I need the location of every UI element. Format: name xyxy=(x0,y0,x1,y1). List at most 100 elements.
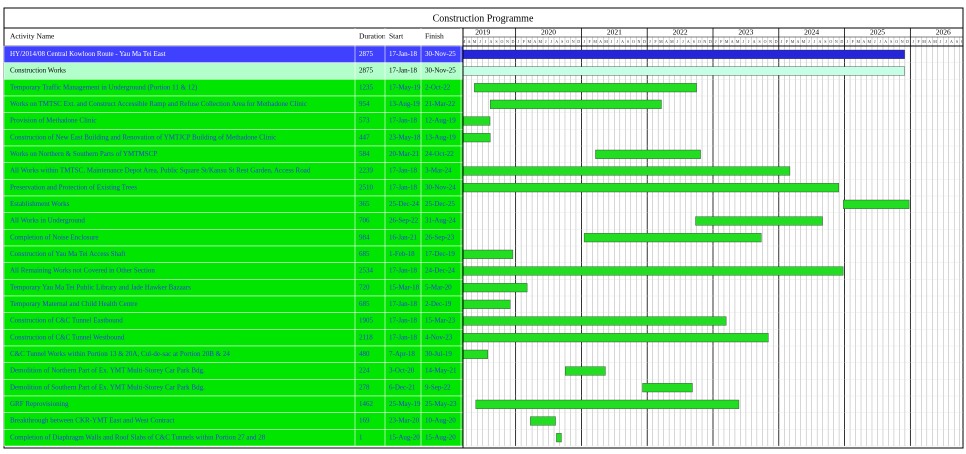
month-label: O xyxy=(566,39,569,44)
month-label: N xyxy=(901,39,904,44)
year-label: 2025 xyxy=(870,28,885,37)
month-label: J xyxy=(479,39,481,44)
month-label: F xyxy=(852,39,855,44)
cell-name: Works on Northern & Southern Parts of YM… xyxy=(10,150,157,158)
month-label: J xyxy=(874,39,876,44)
month-label: A xyxy=(621,39,624,44)
month-label: A xyxy=(490,39,493,44)
task-bar xyxy=(463,349,488,359)
cell-finish: 15-Mar-23 xyxy=(425,317,456,325)
cell-start: 15-Aug-20 xyxy=(389,433,420,441)
cell-start: 16-Jan-21 xyxy=(389,233,417,241)
month-label: J xyxy=(677,39,679,44)
cell-duration: 720 xyxy=(359,283,370,291)
year-label: 2023 xyxy=(738,28,753,37)
cell-finish: 31-Aug-24 xyxy=(425,217,456,225)
month-label: N xyxy=(572,39,575,44)
month-label: N xyxy=(506,39,509,44)
cell-duration: 2875 xyxy=(359,50,374,58)
month-label: S xyxy=(758,39,760,44)
cell-start: 13-Aug-19 xyxy=(389,100,420,108)
cell-start: 17-Jan-18 xyxy=(389,167,417,175)
month-label: A xyxy=(818,39,821,44)
cell-duration: 954 xyxy=(359,100,370,108)
month-label: A xyxy=(687,39,690,44)
cell-duration: 573 xyxy=(359,117,370,125)
cell-name: HY/2014/08 Central Kowloon Route - Yau M… xyxy=(10,50,166,58)
month-label: A xyxy=(862,39,865,44)
cell-duration: 2118 xyxy=(359,333,373,341)
month-label: A xyxy=(665,39,668,44)
task-bar xyxy=(463,249,514,259)
month-label: J xyxy=(545,39,547,44)
cell-duration: 984 xyxy=(359,233,370,241)
cell-name: Provision of Methadone Clinic xyxy=(10,117,97,125)
month-label: D xyxy=(511,39,514,44)
month-label: M xyxy=(933,39,937,44)
month-label: F xyxy=(523,39,526,44)
month-label: D xyxy=(643,39,646,44)
month-label: D xyxy=(775,39,778,44)
cell-name: Temporary Maternal and Child Health Cent… xyxy=(10,300,138,308)
month-label: J xyxy=(748,39,750,44)
cell-name: Construction of New East Building and Re… xyxy=(10,133,276,141)
task-bar xyxy=(695,216,823,226)
task-bar xyxy=(474,83,697,93)
cell-start: 17-Jan-18 xyxy=(389,317,417,325)
cell-start: 17-Jan-18 xyxy=(389,50,417,58)
year-label: 2020 xyxy=(541,28,556,37)
cell-start: 17-Jan-18 xyxy=(389,67,417,75)
cell-name: Construction Works xyxy=(10,67,66,75)
cell-finish: 2-Dec-19 xyxy=(425,300,452,308)
month-label: J xyxy=(649,39,651,44)
cell-finish: 30-Nov-25 xyxy=(425,67,456,75)
month-label: M xyxy=(857,39,861,44)
month-label: S xyxy=(693,39,695,44)
month-label: O xyxy=(500,39,503,44)
cell-finish: 30-Nov-24 xyxy=(425,183,456,191)
cell-name: GRF Reprovisioning xyxy=(10,400,69,408)
cell-start: 17-Jan-18 xyxy=(389,333,417,341)
month-label: M xyxy=(473,39,477,44)
cell-name: Construction of C&C Tunnel Eastbound xyxy=(10,317,123,325)
plot-area: JFMAMJJASOND2019JFMAMJJASOND2020JFMAMJJA… xyxy=(463,28,964,447)
year-label: 2019 xyxy=(475,28,490,37)
cell-start: 3-Oct-20 xyxy=(389,367,415,375)
cell-name: Demolition of Southern Part of Ex. YMT M… xyxy=(10,383,205,391)
month-label: O xyxy=(698,39,701,44)
task-bar xyxy=(463,299,511,309)
month-label: S xyxy=(495,39,497,44)
cell-start: 6-Dec-21 xyxy=(389,383,416,391)
cell-duration: 1235 xyxy=(359,83,374,91)
cell-start: 25-Dec-24 xyxy=(389,200,419,208)
task-bar xyxy=(463,49,905,59)
month-label: A xyxy=(533,39,536,44)
cell-name: C&C Tunnel Works within Portion 13 & 20A… xyxy=(10,350,230,358)
cell-start: 17-Jan-18 xyxy=(389,267,417,275)
cell-finish: 24-Dec-24 xyxy=(425,267,455,275)
month-label: J xyxy=(808,39,810,44)
column-header: Activity Name xyxy=(10,32,55,41)
month-label: M xyxy=(659,39,663,44)
month-label: A xyxy=(599,39,602,44)
month-label: A xyxy=(555,39,558,44)
month-label: M xyxy=(791,39,795,44)
cell-duration: 224 xyxy=(359,367,370,375)
cell-start: 26-Sep-22 xyxy=(389,217,419,225)
month-label: D xyxy=(577,39,580,44)
task-bar xyxy=(565,366,606,376)
month-label: N xyxy=(835,39,838,44)
task-bar xyxy=(463,316,727,326)
month-label: O xyxy=(961,39,964,44)
cell-finish: 10-Aug-20 xyxy=(425,417,456,425)
cell-name: Construction of Yau Ma Tei Access Shaft xyxy=(10,250,126,258)
cell-name: Breakthrough between CKR-YMT East and We… xyxy=(10,417,174,425)
month-label: O xyxy=(764,39,767,44)
month-label: J xyxy=(616,39,618,44)
cell-start: 7-Apr-18 xyxy=(389,350,415,358)
month-label: M xyxy=(539,39,543,44)
cell-duration: 278 xyxy=(359,383,370,391)
month-label: J xyxy=(518,39,520,44)
month-label: S xyxy=(561,39,563,44)
cell-duration: 1905 xyxy=(359,317,374,325)
